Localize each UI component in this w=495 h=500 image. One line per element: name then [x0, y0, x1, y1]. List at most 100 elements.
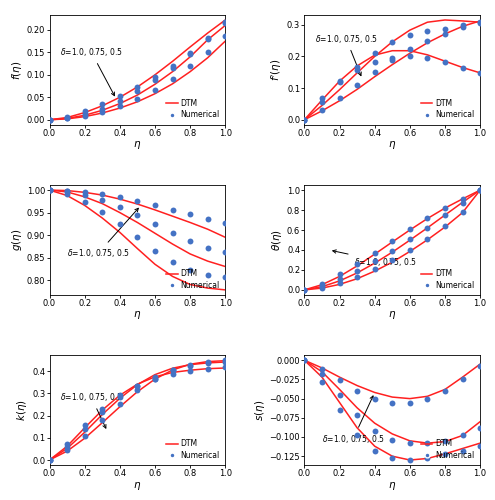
- Point: [116, 220, 124, 228]
- Point: [441, 58, 449, 66]
- Point: [186, 360, 194, 368]
- Point: [63, 188, 71, 196]
- Point: [81, 198, 89, 206]
- Point: [186, 266, 194, 274]
- Point: [81, 107, 89, 115]
- Point: [204, 358, 212, 366]
- Point: [151, 202, 159, 209]
- Point: [336, 77, 344, 85]
- Point: [318, 280, 326, 287]
- Point: [63, 446, 71, 454]
- Text: $\delta$=1.0, 0.75, 0.5: $\delta$=1.0, 0.75, 0.5: [333, 250, 416, 268]
- Point: [388, 38, 396, 46]
- Point: [441, 387, 449, 395]
- Y-axis label: $g(\eta)$: $g(\eta)$: [10, 229, 24, 251]
- Point: [151, 73, 159, 81]
- Point: [151, 86, 159, 94]
- Point: [46, 116, 53, 124]
- Point: [46, 116, 53, 124]
- Point: [134, 386, 142, 394]
- Point: [99, 416, 106, 424]
- Point: [336, 406, 344, 414]
- Point: [134, 94, 142, 102]
- Point: [423, 54, 431, 62]
- Legend: DTM, Numerical: DTM, Numerical: [419, 268, 476, 291]
- Point: [169, 230, 177, 237]
- Point: [134, 212, 142, 220]
- Text: $\delta$=1.0, 0.75, 0.5: $\delta$=1.0, 0.75, 0.5: [315, 33, 378, 76]
- Point: [116, 97, 124, 105]
- Point: [353, 432, 361, 440]
- Point: [318, 370, 326, 378]
- Point: [406, 456, 414, 464]
- Point: [406, 236, 414, 244]
- Point: [169, 206, 177, 214]
- Point: [423, 214, 431, 222]
- Point: [186, 362, 194, 370]
- Point: [406, 399, 414, 407]
- Point: [134, 197, 142, 205]
- Point: [406, 226, 414, 234]
- Text: $\delta$=1.0, 0.75, 0.5: $\delta$=1.0, 0.75, 0.5: [67, 208, 138, 259]
- Point: [221, 273, 229, 281]
- Point: [116, 203, 124, 211]
- Point: [81, 110, 89, 118]
- Y-axis label: $k(\eta)$: $k(\eta)$: [15, 400, 29, 421]
- Point: [46, 186, 53, 194]
- Point: [46, 116, 53, 124]
- Y-axis label: $s(\eta)$: $s(\eta)$: [252, 400, 267, 420]
- Point: [441, 30, 449, 38]
- Point: [388, 436, 396, 444]
- Point: [151, 373, 159, 381]
- Point: [204, 365, 212, 373]
- Point: [221, 32, 229, 40]
- Point: [300, 116, 308, 124]
- Point: [423, 234, 431, 242]
- X-axis label: $\eta$: $\eta$: [133, 140, 142, 151]
- X-axis label: $\eta$: $\eta$: [388, 140, 396, 151]
- Point: [204, 244, 212, 252]
- Text: $\delta$=1.0, 0.75, 0.5: $\delta$=1.0, 0.75, 0.5: [322, 396, 385, 444]
- Text: $\delta$=1.0, 0.75, 0.5: $\delta$=1.0, 0.75, 0.5: [60, 392, 123, 428]
- Point: [186, 238, 194, 246]
- Point: [151, 220, 159, 228]
- Point: [423, 27, 431, 35]
- Point: [46, 456, 53, 464]
- Point: [300, 356, 308, 364]
- Point: [441, 222, 449, 230]
- Point: [388, 256, 396, 264]
- Point: [169, 75, 177, 83]
- Point: [406, 439, 414, 447]
- Point: [423, 394, 431, 402]
- Point: [371, 427, 379, 435]
- Point: [441, 211, 449, 219]
- Point: [116, 400, 124, 408]
- Legend: DTM, Numerical: DTM, Numerical: [419, 98, 476, 121]
- Point: [388, 54, 396, 62]
- Point: [99, 408, 106, 416]
- Point: [116, 92, 124, 100]
- Point: [458, 432, 466, 440]
- Point: [204, 48, 212, 56]
- Point: [476, 424, 484, 432]
- Point: [476, 186, 484, 194]
- Point: [406, 52, 414, 60]
- Point: [300, 116, 308, 124]
- Point: [300, 116, 308, 124]
- Point: [204, 270, 212, 278]
- Point: [336, 280, 344, 287]
- Point: [221, 358, 229, 366]
- Y-axis label: $f'(\eta)$: $f'(\eta)$: [270, 58, 284, 81]
- Point: [353, 273, 361, 281]
- Point: [300, 356, 308, 364]
- Point: [186, 210, 194, 218]
- Point: [99, 100, 106, 108]
- Point: [458, 64, 466, 72]
- Point: [353, 412, 361, 420]
- Point: [221, 364, 229, 372]
- Point: [406, 46, 414, 54]
- Point: [476, 186, 484, 194]
- Point: [134, 234, 142, 241]
- Point: [388, 454, 396, 462]
- Point: [441, 204, 449, 212]
